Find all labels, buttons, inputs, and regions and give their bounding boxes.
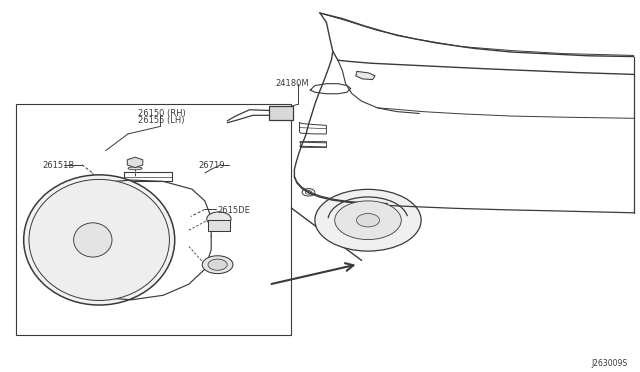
Ellipse shape [29,179,170,301]
FancyBboxPatch shape [208,220,230,231]
Text: 26150 (RH): 26150 (RH) [138,109,186,118]
Text: J263009S: J263009S [591,359,627,368]
Ellipse shape [208,259,227,270]
Bar [16,104,291,335]
Polygon shape [356,71,375,80]
Circle shape [335,201,401,240]
Ellipse shape [24,175,175,305]
Text: 26151B: 26151B [42,161,74,170]
Circle shape [315,189,421,251]
Ellipse shape [128,167,142,170]
Ellipse shape [74,223,112,257]
Text: 24180M: 24180M [275,79,309,88]
Text: 26719: 26719 [198,161,225,170]
Ellipse shape [202,256,233,274]
FancyBboxPatch shape [269,106,293,120]
Bar [300,141,326,147]
Ellipse shape [207,212,231,226]
Circle shape [356,214,380,227]
Text: 2615DE: 2615DE [218,206,250,215]
Text: 26155 (LH): 26155 (LH) [138,116,184,125]
